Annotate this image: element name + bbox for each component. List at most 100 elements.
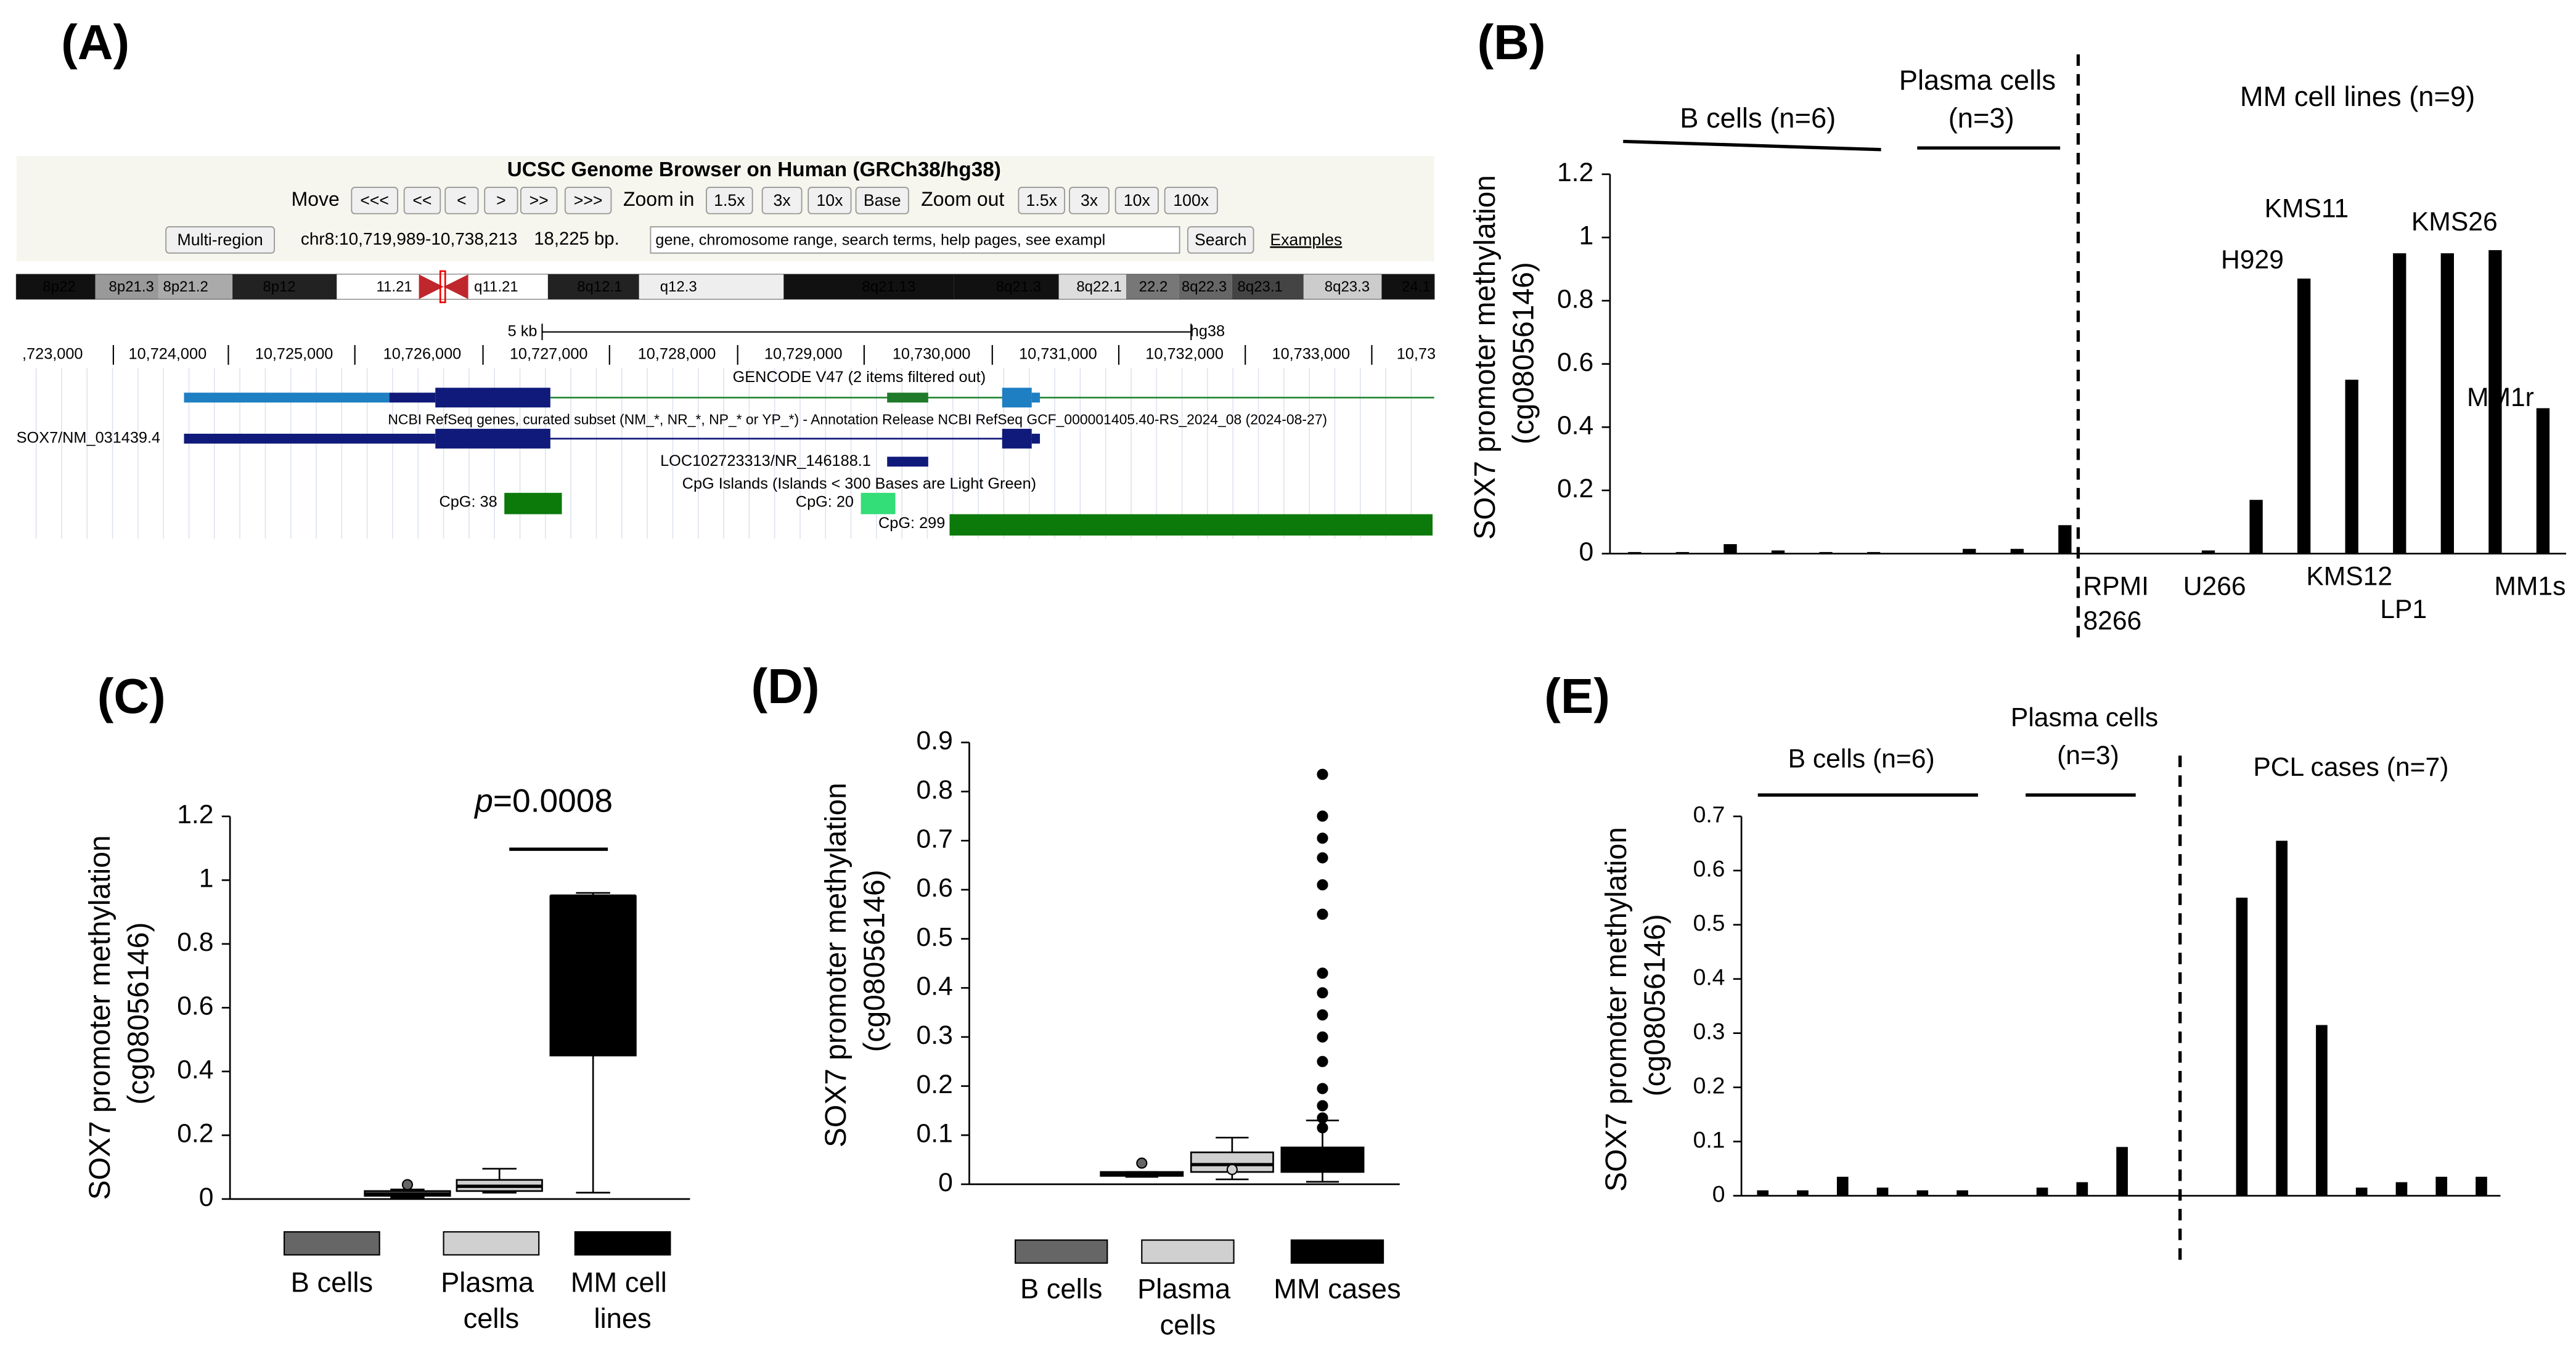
y-tick-label: 0.7 [1693, 802, 1725, 828]
panel-label: (A) [61, 15, 129, 70]
button-label[interactable]: 1.5x [714, 191, 745, 210]
button [403, 187, 441, 214]
gene-exon [1002, 428, 1032, 449]
gene-label: SOX7/NM_031439.4 [17, 429, 160, 447]
bar [1771, 550, 1785, 554]
outlier [1317, 987, 1328, 999]
y-tick-label: 0 [938, 1168, 953, 1197]
outlier [1317, 1100, 1328, 1112]
y-tick-label: 1 [1579, 221, 1594, 251]
button-label[interactable]: >> [530, 191, 549, 210]
legend-swatch [574, 1231, 671, 1256]
button-label[interactable]: 3x [1081, 191, 1098, 210]
legend-label: Plasma cells [441, 1266, 542, 1334]
y-tick-label: 0 [199, 1182, 214, 1212]
y-axis-title-group: SOX7 promoter methylation (cg08056146) [1469, 167, 1540, 540]
group-label: B cells (n=6) [1788, 744, 1935, 774]
outlier [1317, 1083, 1328, 1094]
outlier [1226, 1163, 1238, 1176]
cpg-label: CpG: 38 [439, 494, 497, 511]
y-axis-title-group: SOX7 promoter methylation (cg08056146) [820, 775, 891, 1147]
y-axis-title: SOX7 promoter methylation (cg08056146) [1600, 819, 1671, 1192]
y-tick-label: 0.6 [1557, 348, 1593, 377]
band-label: 8q22.3 [1182, 279, 1227, 295]
band-label: 8q23.1 [1238, 279, 1283, 295]
outlier [1317, 1031, 1328, 1043]
button [855, 187, 909, 214]
cpg-island [504, 492, 562, 515]
button-label[interactable]: <<< [360, 191, 389, 210]
button [1187, 226, 1254, 254]
button-label[interactable]: << [412, 191, 431, 210]
button-label[interactable]: 3x [774, 191, 791, 210]
group-label: MM cell lines (n=9) [2240, 81, 2475, 112]
zoom-in-label: Zoom in [623, 188, 694, 210]
y-tick-label: 0.3 [1693, 1019, 1725, 1044]
button [564, 187, 612, 214]
coordinate-label: 10,726,000 [383, 346, 462, 363]
y-axis-title-group: SOX7 promoter methylation (cg08056146) [1600, 819, 1671, 1192]
button-label[interactable]: < [457, 191, 467, 210]
button-label[interactable]: 10x [816, 191, 843, 210]
y-tick-label: 0.8 [1557, 284, 1593, 314]
coordinate-label: 10,729,000 [764, 346, 843, 363]
coordinate-label: 10,731,000 [1019, 346, 1097, 363]
legend-label: MM cell lines [571, 1266, 675, 1334]
bar [2393, 253, 2406, 554]
track-label: GENCODE V47 (2 items filtered out) [733, 368, 986, 386]
button-label[interactable]: 1.5x [1026, 191, 1058, 210]
bar-label: U266 [2183, 572, 2246, 601]
y-axis-title: SOX7 promoter methylation (cg08056146) [820, 775, 891, 1147]
panel-label: (D) [751, 659, 819, 714]
outlier [1317, 768, 1328, 780]
gene-exon [1031, 433, 1041, 444]
y-tick-label: 0.3 [917, 1020, 953, 1050]
move-label: Move [292, 188, 340, 210]
panel-label: (C) [97, 669, 166, 723]
button [1114, 187, 1159, 214]
examples-link[interactable]: Examples [1270, 230, 1342, 249]
y-tick-label: 0.2 [917, 1070, 953, 1099]
outlier [1317, 810, 1328, 822]
outlier [1317, 852, 1328, 864]
gene-utr [184, 393, 390, 403]
group-label: B cells (n=6) [1680, 102, 1836, 134]
button-label[interactable]: Base [864, 191, 901, 210]
band-label: 8q12.1 [577, 279, 622, 295]
button-label[interactable]: 10x [1124, 191, 1151, 210]
button-label[interactable]: > [496, 191, 506, 210]
y-tick-label: 0.4 [177, 1055, 213, 1085]
bar [1957, 1190, 1968, 1196]
button-label[interactable]: >>> [574, 191, 603, 210]
button-label[interactable]: Multi-region [178, 230, 263, 249]
bar [2036, 1187, 2048, 1196]
bar [1867, 551, 1881, 554]
bar-label: LP1 [2380, 595, 2427, 624]
gene-exon [887, 457, 928, 467]
bar [2476, 1176, 2487, 1196]
legend-label: B cells [1020, 1273, 1102, 1304]
bar [1797, 1190, 1809, 1196]
group-label: Plasma cells (n=3) [1899, 65, 2064, 134]
band-label: 8q21.13 [862, 279, 916, 295]
cpg-island [949, 514, 1433, 536]
ideogram-highlight [439, 270, 446, 304]
outlier [1317, 879, 1328, 891]
band-label: 8p12 [263, 279, 295, 295]
y-tick-label: 0.8 [177, 927, 213, 957]
button-label[interactable]: 100x [1173, 191, 1209, 210]
band-label: 8q21.3 [996, 279, 1041, 295]
button-label[interactable]: Search [1195, 230, 1246, 249]
outlier [1317, 967, 1328, 979]
panel-label: (B) [1477, 15, 1545, 70]
outlier [1317, 1122, 1328, 1134]
button [1069, 187, 1110, 214]
gene-exon [1031, 393, 1041, 403]
browser-title: UCSC Genome Browser on Human (GRCh38/hg3… [507, 158, 1001, 181]
band-label: 8p22 [43, 279, 75, 295]
y-tick-label: 0.4 [1557, 410, 1593, 440]
group-line [1623, 139, 1881, 152]
panel-label: (E) [1544, 669, 1610, 723]
band [232, 274, 337, 299]
coordinate-label: 10,730,000 [893, 346, 971, 363]
